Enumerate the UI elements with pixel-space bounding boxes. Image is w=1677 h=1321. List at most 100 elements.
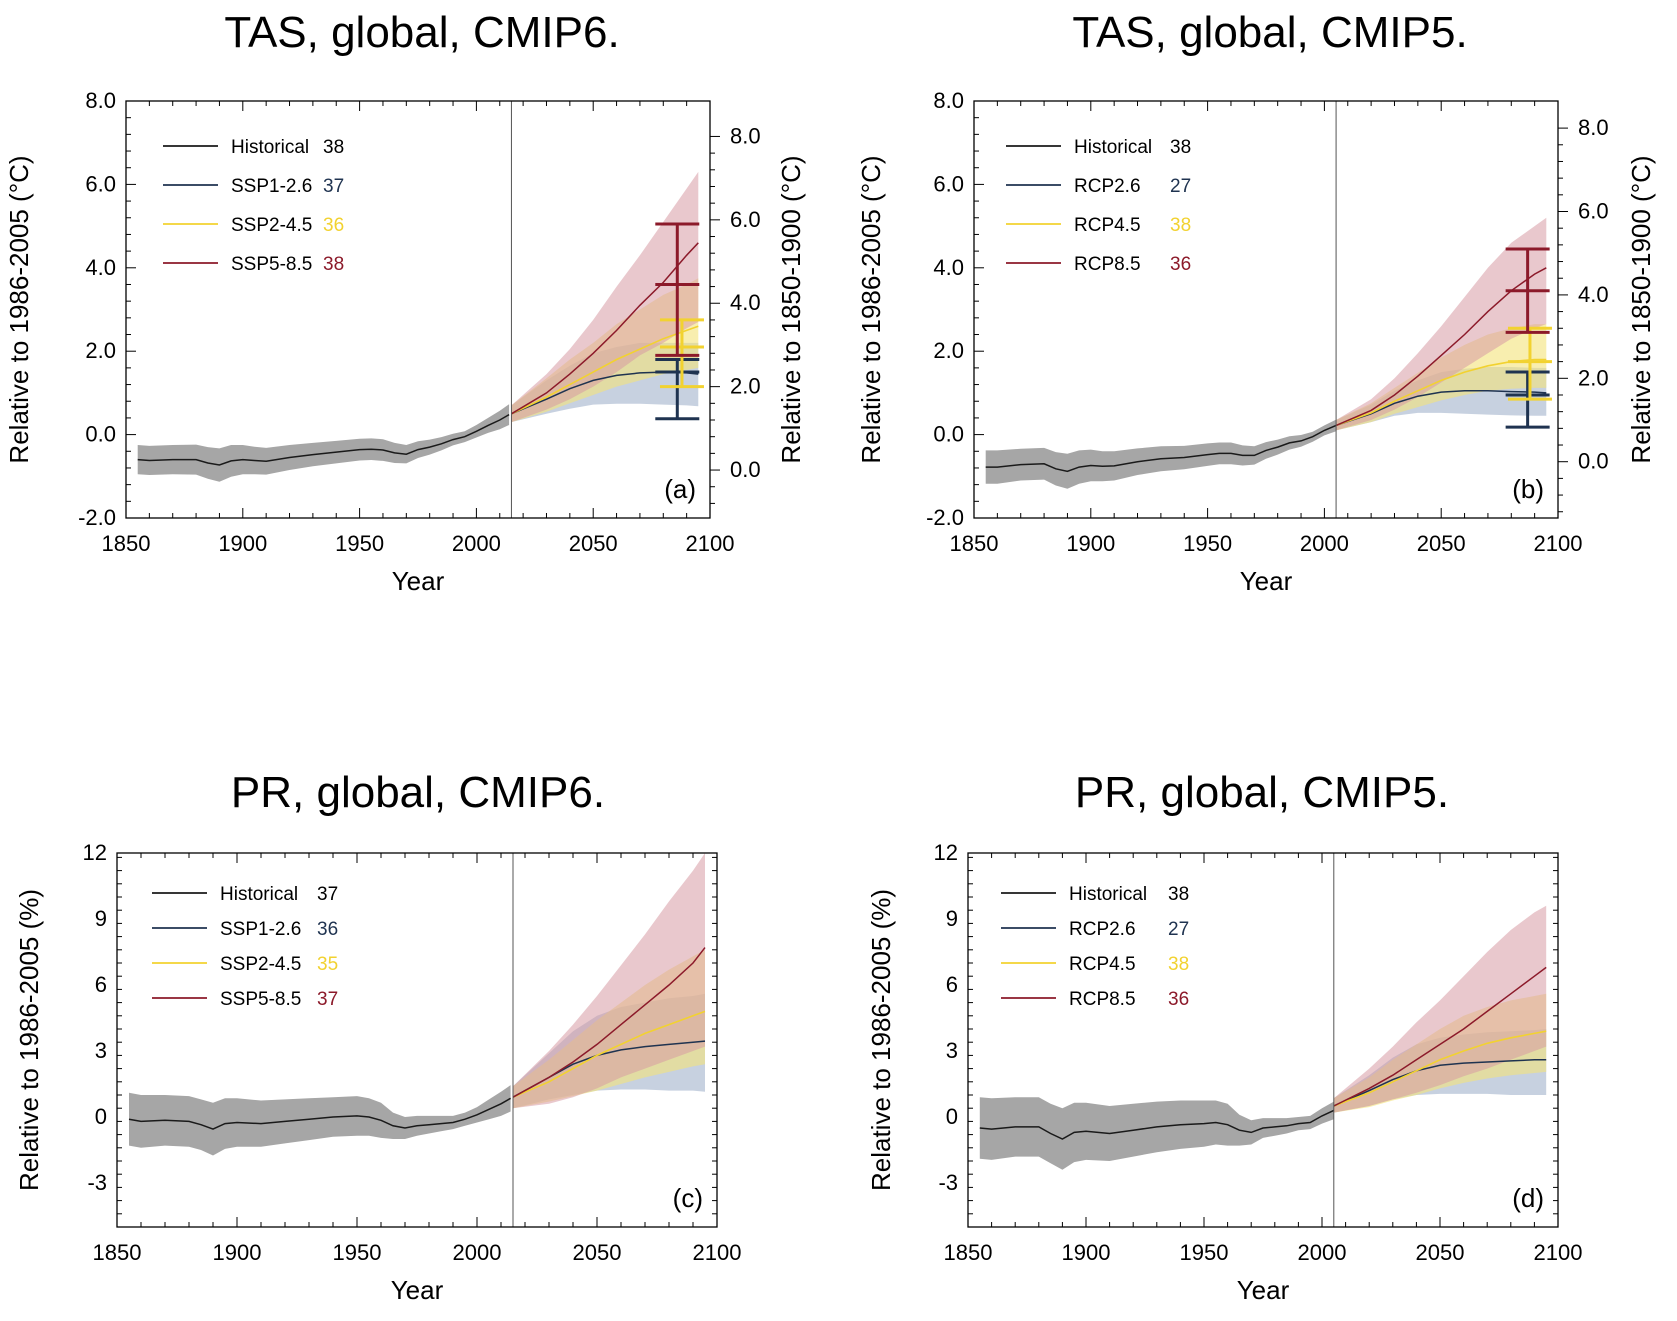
x-tick-label: 1850 (93, 1240, 142, 1265)
y-tick-label: 9 (946, 906, 958, 931)
x-axis-label: Year (392, 566, 445, 596)
y-tick-label: 12 (934, 840, 958, 865)
legend-count: 27 (1170, 176, 1191, 197)
y-tick-label: 12 (83, 840, 107, 865)
legend-count: 37 (317, 989, 338, 1010)
x-tick-label: 2050 (1417, 531, 1466, 556)
y-tick-label: 9 (95, 906, 107, 931)
right-y-tick-label: 0.0 (1578, 449, 1609, 474)
y-axis-label: Relative to 1986-2005 (°C) (4, 155, 34, 463)
axes-frame (116, 852, 718, 1228)
range-bar-high (655, 222, 700, 357)
x-tick-label: 2050 (569, 531, 618, 556)
x-tick-label: 1900 (213, 1240, 262, 1265)
band-high (511, 171, 699, 423)
y-axis-label: Relative to 1986-2005 (°C) (856, 155, 886, 463)
x-tick-label: 2100 (686, 531, 735, 556)
legend-count: 38 (1170, 215, 1191, 236)
x-tick-label: 2000 (452, 531, 501, 556)
plot-area (985, 217, 1547, 489)
y-tick-label: 0 (946, 1104, 958, 1129)
legend-count: 36 (1170, 254, 1191, 275)
y-tick-label: 2.0 (85, 338, 116, 363)
legend-label: Historical (231, 137, 309, 158)
legend-count: 36 (323, 215, 344, 236)
legend-label: Historical (1074, 137, 1152, 158)
x-tick-label: 1850 (950, 531, 999, 556)
x-tick-label: 1900 (1066, 531, 1115, 556)
x-tick-label: 1850 (102, 531, 151, 556)
legend-label: RCP4.5 (1069, 954, 1136, 975)
right-y-axis-label: Relative to 1850-1900 (°C) (1626, 155, 1656, 463)
right-y-tick-label: 8.0 (1578, 115, 1609, 140)
legend-label: SSP1-2.6 (231, 176, 312, 197)
band-high (513, 853, 705, 1109)
legend-label: SSP5-8.5 (231, 254, 312, 275)
legend-count: 36 (317, 919, 338, 940)
legend-label: RCP2.6 (1069, 919, 1136, 940)
range-bar-mid (659, 318, 704, 389)
x-tick-label: 2050 (573, 1240, 622, 1265)
chart-title: TAS, global, CMIP6. (224, 8, 620, 57)
plot-area (128, 853, 706, 1156)
y-tick-label: 0.0 (85, 422, 116, 447)
y-tick-label: -3 (938, 1170, 958, 1195)
chart-title: TAS, global, CMIP5. (1072, 8, 1468, 57)
y-tick-label: 0.0 (933, 422, 964, 447)
right-y-tick-label: 4.0 (730, 290, 761, 315)
y-tick-label: 6 (95, 972, 107, 997)
y-tick-label: 2.0 (933, 338, 964, 363)
axes-frame (967, 852, 1559, 1228)
range-bar-mid (1507, 326, 1552, 401)
chart-a-svg: 1850 1900 1950 2000 2050 2100 Year -2.0 0.0 2.0 4.… (4, 88, 806, 596)
x-tick-label: 2000 (453, 1240, 502, 1265)
x-axis-label: Year (391, 1275, 444, 1305)
series-line-mid (511, 325, 699, 415)
legend-count: 38 (1170, 137, 1191, 158)
legend-label: SSP5-8.5 (220, 989, 301, 1010)
legend-label: RCP4.5 (1074, 215, 1141, 236)
legend-label: RCP8.5 (1074, 254, 1141, 275)
band-historical (985, 419, 1337, 489)
y-tick-label: 3 (95, 1038, 107, 1063)
legend-label: Historical (220, 884, 298, 905)
x-tick-label: 2100 (1534, 1240, 1583, 1265)
legend-count: 38 (1168, 884, 1189, 905)
series-line-high (511, 242, 699, 415)
y-tick-label: 4.0 (933, 255, 964, 280)
y-tick-label: -2.0 (926, 505, 964, 530)
series-line-high (1333, 966, 1547, 1107)
range-bar-low (655, 358, 700, 421)
x-tick-label: 1950 (1183, 531, 1232, 556)
right-y-tick-label: 6.0 (730, 207, 761, 232)
series-line-low (1333, 1059, 1547, 1107)
x-axis-label: Year (1240, 566, 1293, 596)
x-tick-label: 2100 (693, 1240, 742, 1265)
legend-label: SSP2-4.5 (231, 215, 312, 236)
right-y-tick-label: 2.0 (730, 374, 761, 399)
y-tick-label: 6.0 (85, 171, 116, 196)
band-high (1336, 217, 1547, 431)
y-tick-label: 6 (946, 972, 958, 997)
y-tick-label: 8.0 (933, 88, 964, 113)
legend-count: 37 (323, 176, 344, 197)
y-tick-label: 3 (946, 1038, 958, 1063)
band-high (1333, 905, 1547, 1113)
legend-label: Historical (1069, 884, 1147, 905)
right-y-tick-label: 0.0 (730, 457, 761, 482)
series-line-mid (1333, 1030, 1547, 1107)
band-historical (129, 1085, 511, 1156)
legend-count: 37 (317, 884, 338, 905)
x-tick-label: 1850 (944, 1240, 993, 1265)
band-historical (979, 1097, 1334, 1170)
y-tick-label: -3 (87, 1170, 107, 1195)
axes-frame (125, 100, 711, 519)
legend-count: 38 (323, 137, 344, 158)
chart-title: PR, global, CMIP5. (1074, 768, 1450, 817)
panel-label: (a) (664, 474, 696, 504)
x-tick-label: 2000 (1298, 1240, 1347, 1265)
series-line-high (512, 947, 706, 1098)
series-line-low (1335, 390, 1547, 427)
y-tick-label: 8.0 (85, 88, 116, 113)
series-line-historical (137, 413, 510, 466)
